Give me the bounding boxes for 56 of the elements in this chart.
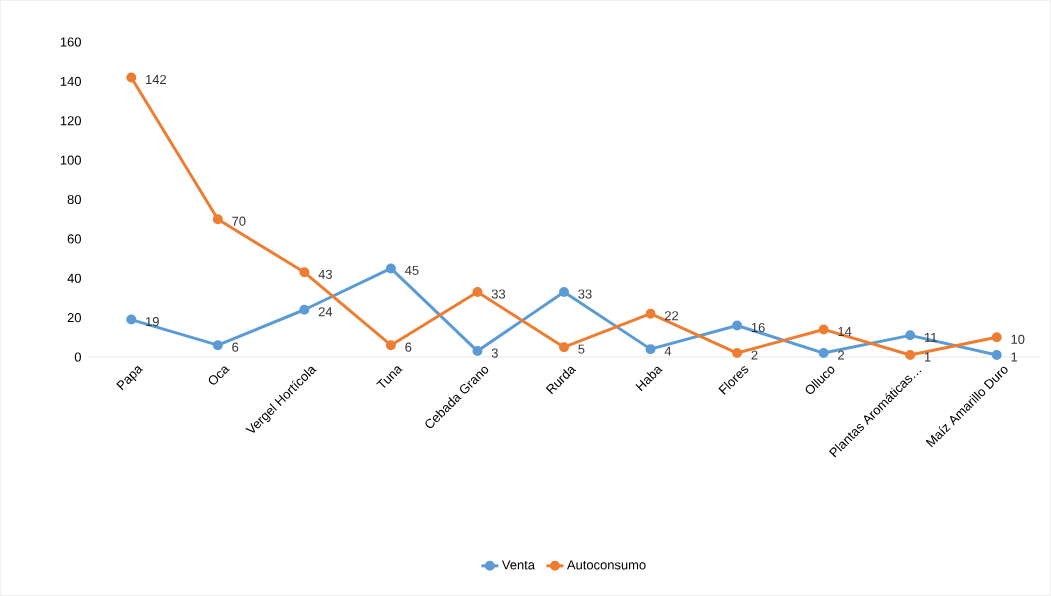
- point: [732, 320, 743, 331]
- point: [645, 344, 656, 355]
- point: [905, 330, 916, 341]
- data-label: 142: [146, 74, 166, 84]
- data-label: 33: [578, 289, 592, 299]
- point: [212, 214, 223, 225]
- data-label: 19: [146, 317, 159, 327]
- point: [385, 263, 396, 274]
- data-label: 43: [318, 269, 332, 279]
- data-label: 4: [664, 346, 672, 356]
- data-label: 2: [751, 350, 758, 360]
- point: [818, 348, 829, 359]
- point: [299, 304, 310, 315]
- point: [299, 267, 310, 278]
- data-label: 10: [1011, 334, 1025, 344]
- point: [472, 346, 483, 357]
- data-label: 1: [924, 352, 931, 362]
- legend-label: Autoconsumo: [566, 560, 646, 570]
- data-label: 45: [404, 265, 419, 275]
- y-tick-label: 80: [67, 194, 81, 205]
- data-label: 16: [751, 322, 765, 333]
- y-tick-label: 160: [60, 37, 81, 47]
- y-tick-label: 120: [60, 116, 81, 126]
- point: [385, 340, 396, 351]
- data-label: 24: [318, 307, 333, 317]
- point: [212, 340, 223, 351]
- data-label: 6: [405, 342, 412, 352]
- x-tick-label: Tuna: [376, 366, 403, 388]
- point: [991, 350, 1002, 361]
- point: [126, 314, 137, 325]
- data-label: 33: [491, 289, 506, 299]
- point: [818, 324, 829, 335]
- point: [645, 308, 656, 319]
- point: [559, 342, 569, 353]
- data-label: 2: [838, 350, 844, 360]
- legend-label: Venta: [501, 560, 535, 570]
- x-tick-label: Oca: [208, 366, 230, 385]
- y-tick-label: 20: [67, 313, 81, 323]
- data-label: 1: [1011, 352, 1018, 362]
- point: [126, 72, 137, 83]
- data-label: 70: [232, 216, 246, 226]
- y-tick-label: 60: [67, 234, 81, 244]
- point: [559, 287, 569, 298]
- data-label: 5: [578, 344, 585, 354]
- y-tick-label: 0: [74, 352, 81, 362]
- data-label: 3: [491, 348, 498, 358]
- data-label: 14: [838, 326, 852, 336]
- point: [472, 287, 483, 298]
- y-tick-label: 140: [60, 76, 81, 86]
- point: [905, 350, 916, 361]
- point: [991, 332, 1002, 343]
- point: [732, 348, 743, 359]
- y-tick-label: 40: [67, 273, 81, 283]
- data-label: 22: [664, 311, 679, 321]
- y-tick-label: 100: [60, 155, 81, 165]
- data-label: 6: [232, 342, 239, 352]
